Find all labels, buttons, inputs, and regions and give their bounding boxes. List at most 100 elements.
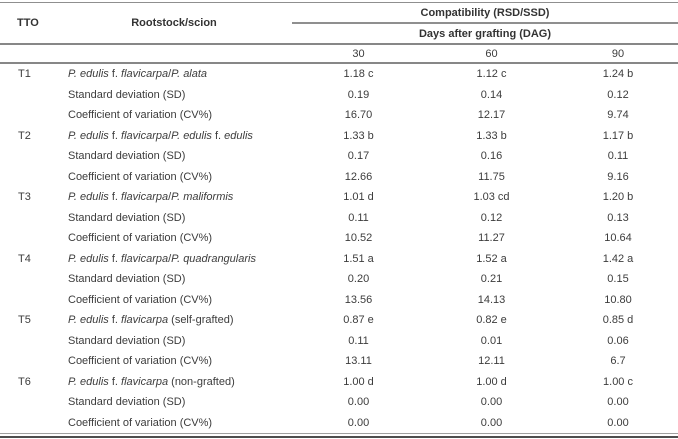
value-cell-90: 0.85 d bbox=[602, 314, 634, 327]
header-band-days: 30 60 90 bbox=[0, 45, 678, 64]
col-header-day-30: 30 bbox=[352, 47, 365, 60]
header-band-main: TTO Rootstock/scion Compatibility (RSD/S… bbox=[0, 3, 678, 45]
treatment-row: T6 P. edulis f. flavicarpa (non-grafted) 1… bbox=[0, 372, 678, 393]
value-cell-60: 1.03 cd bbox=[473, 191, 510, 204]
col-header-compatibility: Compatibility (RSD/SSD) bbox=[420, 6, 550, 19]
table-top-rule bbox=[0, 2, 678, 3]
value-cell-30: 10.52 bbox=[344, 232, 373, 245]
value-cell-90: 0.00 bbox=[607, 396, 629, 409]
value-cell-60: 0.00 bbox=[480, 396, 503, 409]
value-cell-30: 13.11 bbox=[345, 355, 372, 368]
value-cell-30: 0.11 bbox=[348, 211, 369, 224]
value-cell-30: 0.00 bbox=[347, 416, 370, 429]
treatment-row: T4 P. edulis f. flavicarpa/P. quadrangula… bbox=[0, 249, 678, 270]
value-cell-90: 1.24 b bbox=[602, 68, 634, 81]
value-cell-60: 0.82 e bbox=[476, 314, 507, 327]
cv-label-cell: Coefficient of variation (CV%) bbox=[68, 170, 213, 183]
value-cell-60: 11.27 bbox=[478, 232, 505, 245]
value-cell-60: 1.33 b bbox=[476, 129, 507, 142]
rootstock-scion-cell: P. edulis f. flavicarpa (self-grafted) bbox=[68, 314, 234, 327]
value-cell-90: 0.15 bbox=[607, 273, 629, 286]
tto-cell: T4 bbox=[18, 252, 31, 265]
cv-row: Coefficient of variation (CV%) 0.00 0.00 0.… bbox=[0, 413, 678, 434]
col-header-day-60: 60 bbox=[485, 47, 498, 60]
cv-label-cell: Coefficient of variation (CV%) bbox=[68, 109, 213, 122]
table-body: T1 P. edulis f. flavicarpa/P. alata 1.18 c… bbox=[0, 64, 678, 433]
value-cell-90: 0.11 bbox=[607, 150, 629, 163]
value-cell-60: 1.12 c bbox=[476, 68, 507, 81]
treatment-row: T5 P. edulis f. flavicarpa (self-grafted)… bbox=[0, 310, 678, 331]
rootstock-scion-cell: P. edulis f. flavicarpa/P. maliformis bbox=[68, 191, 234, 204]
value-cell-90: 0.00 bbox=[607, 416, 629, 429]
value-cell-30: 12.66 bbox=[344, 170, 373, 183]
cv-label-cell: Coefficient of variation (CV%) bbox=[68, 293, 213, 306]
value-cell-60: 0.14 bbox=[480, 88, 503, 101]
value-cell-30: 0.17 bbox=[347, 150, 370, 163]
value-cell-60: 1.52 a bbox=[476, 252, 507, 265]
sd-label-cell: Standard deviation (SD) bbox=[68, 88, 186, 101]
value-cell-60: 12.17 bbox=[477, 109, 506, 122]
value-cell-60: 0.01 bbox=[480, 334, 503, 347]
value-cell-90: 1.42 a bbox=[602, 252, 634, 265]
tto-cell: T5 bbox=[18, 314, 31, 327]
value-cell-90: 0.06 bbox=[607, 334, 629, 347]
rootstock-scion-cell: P. edulis f. flavicarpa/P. alata bbox=[68, 68, 208, 81]
value-cell-90: 1.00 c bbox=[603, 375, 633, 388]
cv-row: Coefficient of variation (CV%) 16.70 12.17… bbox=[0, 105, 678, 126]
sd-row: Standard deviation (SD) 0.11 0.01 0.06 bbox=[0, 331, 678, 352]
value-cell-30: 1.51 a bbox=[343, 252, 374, 265]
cv-label-cell: Coefficient of variation (CV%) bbox=[68, 416, 213, 429]
sd-label-cell: Standard deviation (SD) bbox=[68, 396, 186, 409]
cv-row: Coefficient of variation (CV%) 12.66 11.75… bbox=[0, 167, 678, 188]
value-cell-60: 0.00 bbox=[480, 416, 503, 429]
value-cell-90: 10.64 bbox=[604, 232, 632, 245]
treatment-row: T3 P. edulis f. flavicarpa/P. maliformis 1… bbox=[0, 187, 678, 208]
value-cell-30: 0.00 bbox=[347, 396, 370, 409]
value-cell-60: 0.21 bbox=[480, 273, 503, 286]
value-cell-30: 16.70 bbox=[344, 109, 373, 122]
value-cell-30: 0.87 e bbox=[343, 314, 374, 327]
sd-row: Standard deviation (SD) 0.17 0.16 0.11 bbox=[0, 146, 678, 167]
value-cell-60: 0.16 bbox=[480, 150, 503, 163]
rootstock-scion-cell: P. edulis f. flavicarpa (non-grafted) bbox=[68, 375, 235, 388]
sd-label-cell: Standard deviation (SD) bbox=[68, 211, 186, 224]
sd-label-cell: Standard deviation (SD) bbox=[68, 273, 186, 286]
tto-cell: T2 bbox=[18, 129, 31, 142]
col-header-tto: TTO bbox=[17, 17, 39, 29]
value-cell-60: 11.75 bbox=[478, 170, 505, 183]
value-cell-90: 6.7 bbox=[610, 355, 626, 368]
cv-label-cell: Coefficient of variation (CV%) bbox=[68, 232, 213, 245]
cv-row: Coefficient of variation (CV%) 13.56 14.13… bbox=[0, 290, 678, 311]
rootstock-scion-cell: P. edulis f. flavicarpa/P. quadrangulari… bbox=[68, 252, 256, 265]
table-bottom-thin-rule bbox=[0, 433, 678, 434]
compatibility-underline-rule bbox=[292, 22, 678, 24]
value-cell-30: 0.19 bbox=[347, 88, 370, 101]
value-cell-90: 0.12 bbox=[607, 88, 629, 101]
cv-row: Coefficient of variation (CV%) 13.11 12.11… bbox=[0, 351, 678, 372]
value-cell-60: 14.13 bbox=[477, 293, 506, 306]
sd-row: Standard deviation (SD) 0.20 0.21 0.15 bbox=[0, 269, 678, 290]
value-cell-30: 0.11 bbox=[348, 334, 369, 347]
value-cell-30: 0.20 bbox=[347, 273, 370, 286]
cv-label-cell: Coefficient of variation (CV%) bbox=[68, 355, 213, 368]
value-cell-90: 1.17 b bbox=[602, 129, 634, 142]
sd-row: Standard deviation (SD) 0.11 0.12 0.13 bbox=[0, 208, 678, 229]
value-cell-30: 1.33 b bbox=[343, 129, 374, 142]
tto-cell: T6 bbox=[18, 375, 31, 388]
table-bottom-thick-rule bbox=[0, 436, 678, 438]
treatment-row: T1 P. edulis f. flavicarpa/P. alata 1.18 c… bbox=[0, 64, 678, 85]
sd-row: Standard deviation (SD) 0.19 0.14 0.12 bbox=[0, 85, 678, 106]
value-cell-60: 0.12 bbox=[480, 211, 503, 224]
value-cell-90: 0.13 bbox=[607, 211, 629, 224]
value-cell-30: 1.18 c bbox=[343, 68, 374, 81]
col-header-day-90: 90 bbox=[611, 47, 625, 60]
cv-row: Coefficient of variation (CV%) 10.52 11.27… bbox=[0, 228, 678, 249]
value-cell-90: 1.20 b bbox=[602, 191, 634, 204]
value-cell-30: 13.56 bbox=[344, 293, 373, 306]
sd-row: Standard deviation (SD) 0.00 0.00 0.00 bbox=[0, 392, 678, 413]
col-header-days-after-grafting: Days after grafting (DAG) bbox=[418, 27, 552, 40]
value-cell-30: 1.00 d bbox=[343, 375, 374, 388]
compatibility-header-group: Compatibility (RSD/SSD) Days after graft… bbox=[292, 3, 678, 43]
value-cell-60: 1.00 d bbox=[476, 375, 507, 388]
